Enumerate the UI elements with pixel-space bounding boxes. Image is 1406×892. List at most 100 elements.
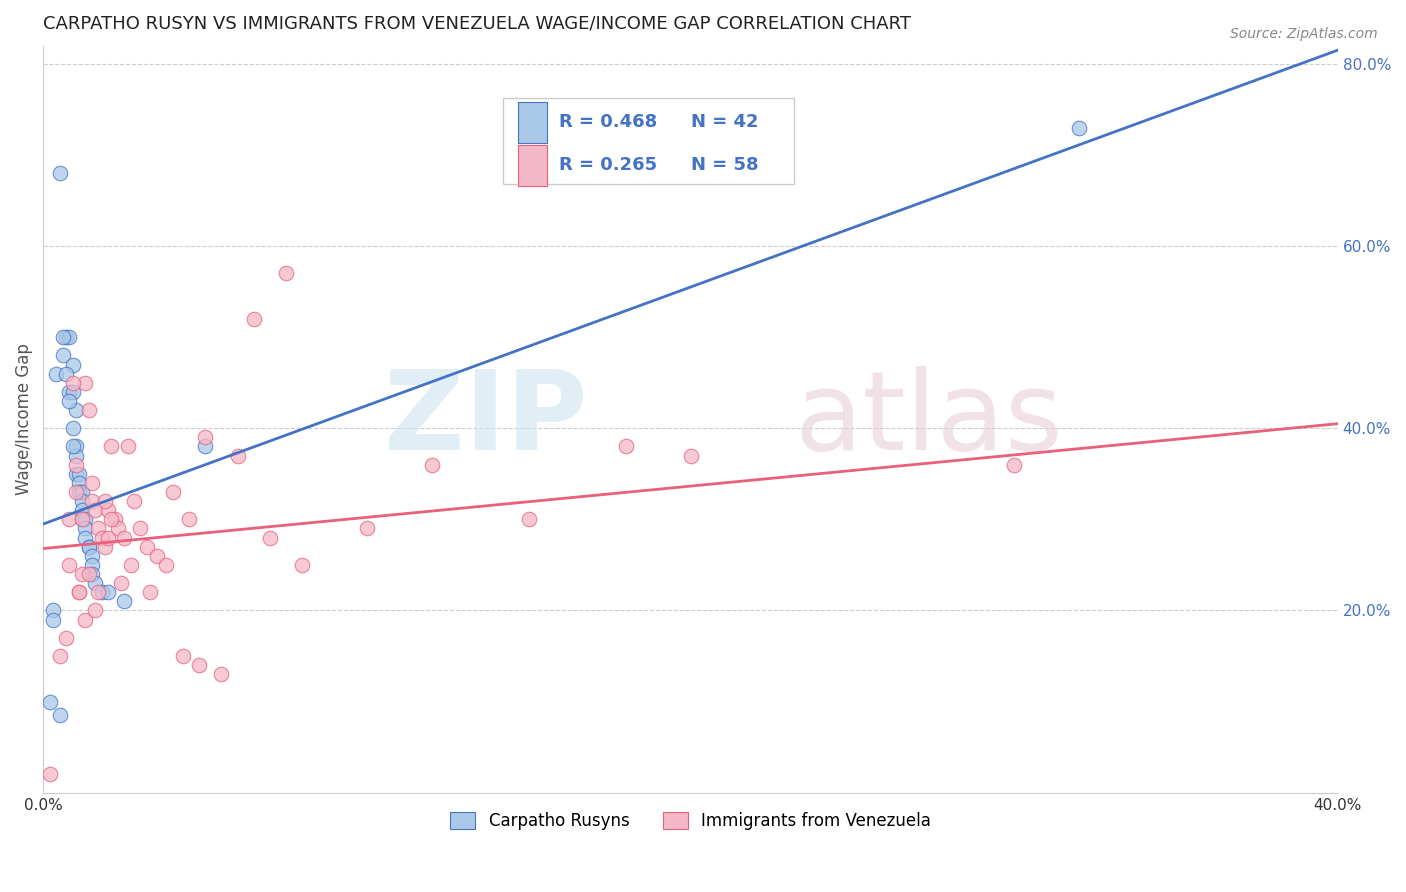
- Point: [259, 531, 281, 545]
- Point: [67, 585, 90, 599]
- Point: [48, 166, 70, 180]
- Point: [155, 558, 177, 572]
- Point: [242, 312, 264, 326]
- Point: [75, 613, 97, 627]
- Text: N = 42: N = 42: [690, 113, 758, 131]
- Point: [90, 531, 112, 545]
- Point: [48, 648, 70, 663]
- Point: [62, 440, 84, 454]
- Point: [62, 421, 84, 435]
- Point: [420, 458, 443, 472]
- Bar: [519, 102, 547, 143]
- Point: [97, 503, 120, 517]
- Point: [1002, 458, 1025, 472]
- Point: [187, 658, 209, 673]
- Point: [112, 531, 135, 545]
- Point: [80, 475, 103, 490]
- Point: [70, 567, 93, 582]
- Point: [52, 348, 75, 362]
- Point: [100, 512, 122, 526]
- Point: [58, 384, 80, 399]
- Point: [75, 531, 97, 545]
- Point: [679, 449, 702, 463]
- Point: [94, 540, 117, 554]
- Point: [75, 376, 97, 390]
- Point: [77, 540, 100, 554]
- Point: [38, 767, 60, 781]
- Point: [55, 631, 77, 645]
- Point: [42, 613, 65, 627]
- Point: [120, 558, 142, 572]
- Point: [58, 330, 80, 344]
- Point: [226, 449, 249, 463]
- Point: [87, 585, 110, 599]
- Point: [70, 485, 93, 500]
- Point: [67, 585, 90, 599]
- Point: [65, 485, 87, 500]
- Point: [177, 512, 200, 526]
- Point: [517, 512, 540, 526]
- Point: [80, 558, 103, 572]
- Point: [139, 585, 162, 599]
- Text: N = 58: N = 58: [690, 156, 758, 174]
- Point: [291, 558, 314, 572]
- Point: [58, 512, 80, 526]
- Point: [122, 494, 145, 508]
- Point: [614, 440, 637, 454]
- Point: [84, 603, 107, 617]
- Point: [65, 458, 87, 472]
- Text: R = 0.468: R = 0.468: [558, 113, 657, 131]
- Point: [274, 267, 297, 281]
- Text: Source: ZipAtlas.com: Source: ZipAtlas.com: [1230, 27, 1378, 41]
- Point: [55, 330, 77, 344]
- Point: [67, 485, 90, 500]
- Point: [94, 494, 117, 508]
- Point: [58, 558, 80, 572]
- Point: [42, 603, 65, 617]
- Point: [70, 494, 93, 508]
- Point: [38, 695, 60, 709]
- Point: [77, 540, 100, 554]
- Point: [136, 540, 159, 554]
- Point: [80, 494, 103, 508]
- Point: [70, 503, 93, 517]
- Point: [65, 403, 87, 417]
- Point: [104, 512, 127, 526]
- Point: [110, 576, 132, 591]
- Point: [145, 549, 167, 563]
- Point: [97, 585, 120, 599]
- Legend: Carpatho Rusyns, Immigrants from Venezuela: Carpatho Rusyns, Immigrants from Venezue…: [443, 805, 938, 837]
- Point: [80, 567, 103, 582]
- Point: [75, 521, 97, 535]
- Point: [194, 430, 217, 444]
- Point: [97, 531, 120, 545]
- Point: [65, 467, 87, 481]
- Point: [67, 467, 90, 481]
- Bar: [519, 145, 547, 186]
- Point: [52, 330, 75, 344]
- Point: [70, 512, 93, 526]
- Point: [75, 512, 97, 526]
- Point: [112, 594, 135, 608]
- Point: [107, 521, 129, 535]
- Point: [48, 708, 70, 723]
- Point: [77, 403, 100, 417]
- Point: [129, 521, 152, 535]
- Point: [87, 521, 110, 535]
- Point: [356, 521, 378, 535]
- Point: [117, 440, 139, 454]
- Point: [65, 440, 87, 454]
- Point: [80, 549, 103, 563]
- Point: [62, 384, 84, 399]
- Point: [55, 367, 77, 381]
- Point: [84, 503, 107, 517]
- Point: [62, 358, 84, 372]
- Point: [58, 393, 80, 408]
- Point: [65, 449, 87, 463]
- Point: [62, 376, 84, 390]
- Point: [162, 485, 184, 500]
- Point: [45, 367, 67, 381]
- Point: [84, 576, 107, 591]
- Point: [172, 648, 194, 663]
- Point: [67, 475, 90, 490]
